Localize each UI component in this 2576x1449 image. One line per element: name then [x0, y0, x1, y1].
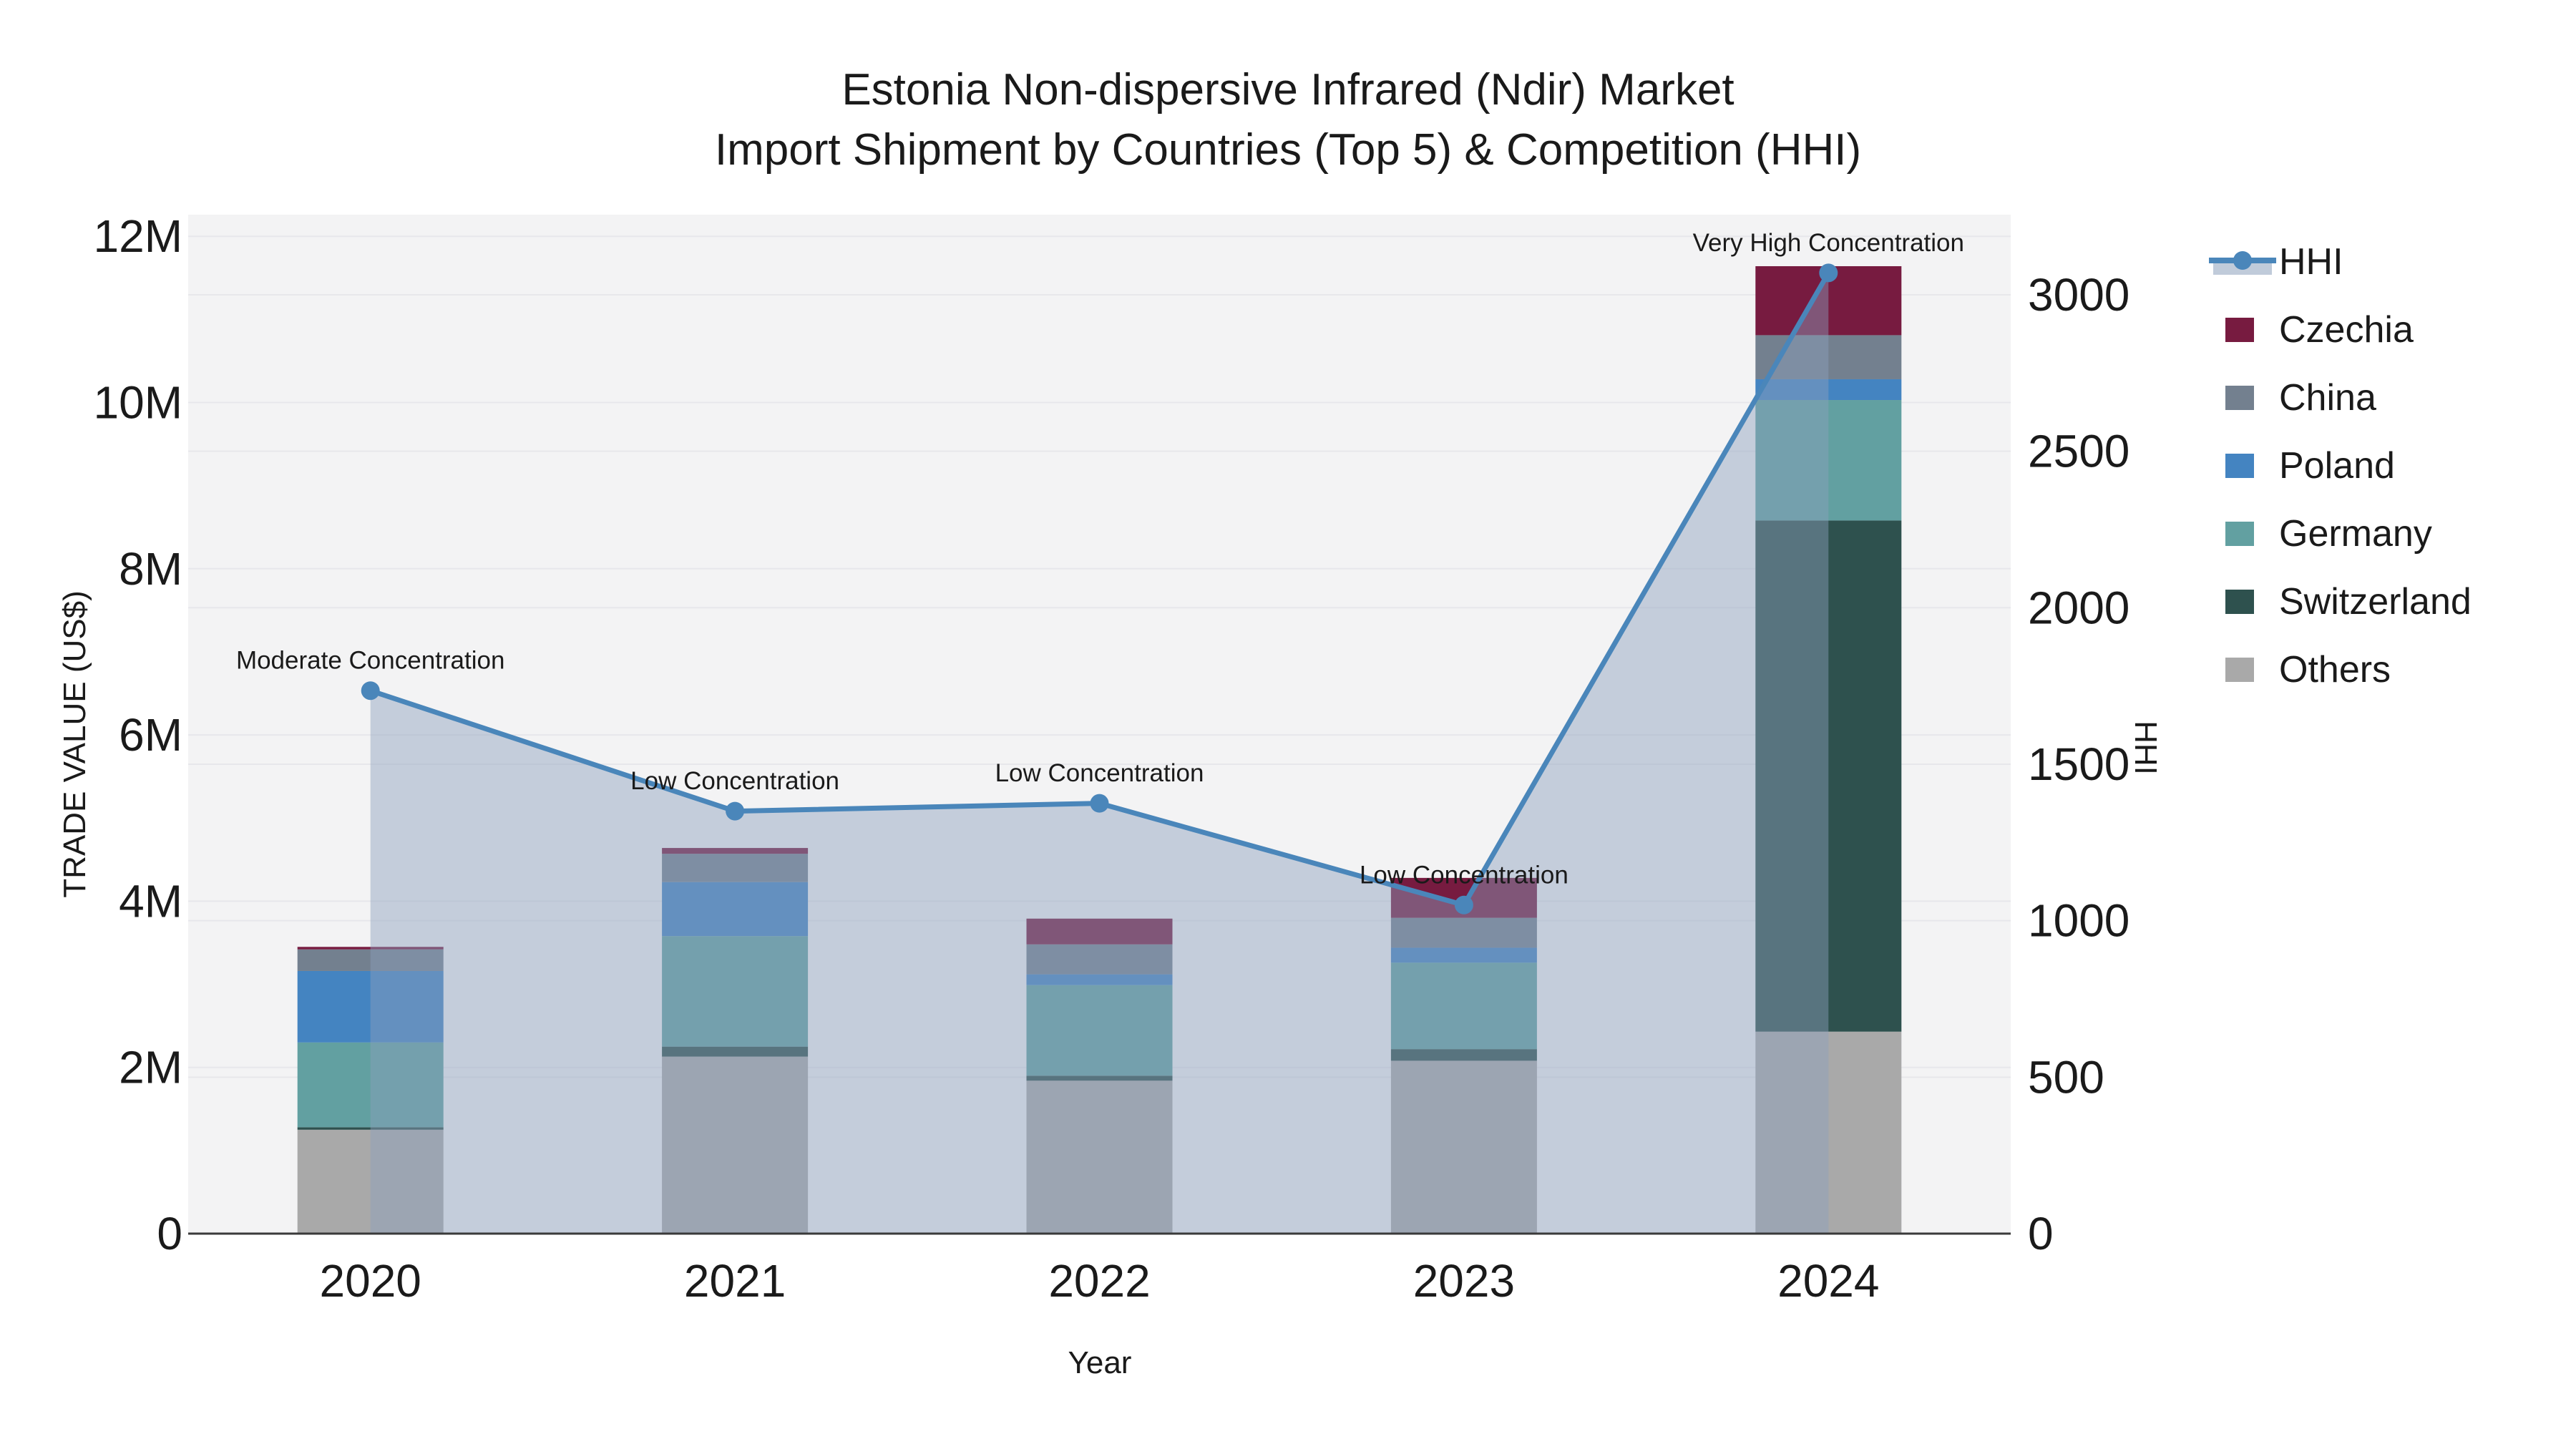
legend-item-hhi[interactable]: HHI — [2206, 228, 2472, 296]
legend-label: Czechia — [2279, 308, 2414, 351]
bar-segment-czechia-2021[interactable] — [662, 848, 809, 854]
hhi-marker-2021[interactable] — [726, 801, 745, 821]
bar-segment-others-2021[interactable] — [662, 1056, 809, 1234]
y-left-tick-4M: 4M — [119, 875, 182, 927]
legend-label: Poland — [2279, 444, 2395, 487]
y-right-tick-2500: 2500 — [2028, 426, 2129, 477]
x-tick-2022[interactable]: 2022 — [1048, 1255, 1150, 1307]
legend-item-poland[interactable]: Poland — [2206, 431, 2472, 499]
color-swatch-icon — [2225, 657, 2254, 682]
legend-label: Germany — [2279, 512, 2432, 555]
legend-item-switzerland[interactable]: Switzerland — [2206, 567, 2472, 635]
color-swatch-icon — [2225, 453, 2254, 478]
color-swatch-icon — [2225, 589, 2254, 614]
chart-title-line1: Estonia Non-dispersive Infrared (Ndir) M… — [841, 65, 1735, 114]
y-left-tick-0: 0 — [157, 1208, 182, 1259]
y-left-tick-10M: 10M — [94, 376, 183, 428]
y-right-tick-2000: 2000 — [2028, 582, 2129, 633]
bar-segment-switzerland-2024[interactable] — [1755, 520, 1902, 1032]
y-left-tick-8M: 8M — [119, 543, 182, 595]
bar-segment-germany-2024[interactable] — [1755, 400, 1902, 521]
legend-line-sample-icon — [2206, 246, 2279, 278]
y-right-tick-1000: 1000 — [2028, 895, 2129, 947]
hhi-marker-2022[interactable] — [1090, 794, 1109, 813]
y-axis-title-right: HHI — [2128, 721, 2163, 775]
annotation-2021: Low Concentration — [630, 767, 839, 795]
bar-segment-china-2020[interactable] — [297, 949, 444, 971]
bar-segment-poland-2022[interactable] — [1026, 974, 1173, 985]
annotation-2023: Low Concentration — [1360, 861, 1568, 889]
bar-segment-poland-2020[interactable] — [297, 970, 444, 1043]
x-tick-2023[interactable]: 2023 — [1413, 1255, 1515, 1307]
y-left-tick-2M: 2M — [119, 1042, 182, 1093]
legend-swatch-china — [2206, 382, 2279, 414]
legend-label: HHI — [2279, 240, 2343, 283]
legend-label: China — [2279, 376, 2376, 419]
x-axis-title: Year — [1068, 1345, 1132, 1380]
legend-swatch-others — [2206, 654, 2279, 686]
legend-item-czechia[interactable]: Czechia — [2206, 296, 2472, 364]
legend-swatch-czechia — [2206, 314, 2279, 346]
hhi-marker-2024[interactable] — [1819, 263, 1838, 283]
bar-segment-germany-2022[interactable] — [1026, 985, 1173, 1076]
hhi-marker-2020[interactable] — [361, 681, 380, 701]
legend-swatch-germany — [2206, 518, 2279, 550]
chart-title: Estonia Non-dispersive Infrared (Ndir) M… — [0, 60, 2576, 180]
y-left-tick-6M: 6M — [119, 709, 182, 761]
x-tick-2024[interactable]: 2024 — [1777, 1255, 1879, 1307]
legend-swatch-switzerland — [2206, 586, 2279, 618]
hhi-marker-2023[interactable] — [1454, 895, 1473, 914]
bar-segment-china-2023[interactable] — [1390, 917, 1537, 948]
x-tick-2020[interactable]: 2020 — [320, 1255, 421, 1307]
chart-title-line2: Import Shipment by Countries (Top 5) & C… — [714, 125, 1862, 175]
bar-segment-czechia-2022[interactable] — [1026, 918, 1173, 945]
bar-segment-germany-2021[interactable] — [662, 936, 809, 1047]
y-right-tick-0: 0 — [2028, 1208, 2054, 1259]
bar-segment-germany-2023[interactable] — [1390, 962, 1537, 1050]
x-tick-2021[interactable]: 2021 — [684, 1255, 786, 1307]
hhi-area-fill — [370, 273, 1829, 1234]
bar-segment-poland-2023[interactable] — [1390, 947, 1537, 963]
legend-label: Switzerland — [2279, 580, 2472, 623]
bar-segment-china-2021[interactable] — [662, 854, 809, 882]
bar-segment-china-2022[interactable] — [1026, 944, 1173, 975]
bar-segment-czechia-2020[interactable] — [297, 947, 444, 950]
bar-segment-others-2023[interactable] — [1390, 1060, 1537, 1234]
color-swatch-icon — [2225, 521, 2254, 546]
y-left-tick-12M: 12M — [94, 210, 183, 262]
bar-segment-others-2022[interactable] — [1026, 1080, 1173, 1234]
color-swatch-icon — [2225, 385, 2254, 410]
annotation-2024: Very High Concentration — [1693, 229, 1964, 257]
legend-item-germany[interactable]: Germany — [2206, 499, 2472, 567]
y-axis-title-left: TRADE VALUE (US$) — [57, 590, 92, 898]
legend-swatch-poland — [2206, 450, 2279, 482]
color-swatch-icon — [2225, 317, 2254, 342]
bar-segment-switzerland-2021[interactable] — [662, 1046, 809, 1057]
bar-segment-others-2024[interactable] — [1755, 1031, 1902, 1234]
legend: HHI Czechia China Poland Germany Switzerland O… — [2206, 228, 2472, 703]
bar-segment-others-2020[interactable] — [297, 1129, 444, 1234]
legend-item-others[interactable]: Others — [2206, 635, 2472, 703]
bar-segment-poland-2024[interactable] — [1755, 379, 1902, 401]
bar-segment-switzerland-2020[interactable] — [297, 1127, 444, 1130]
bar-segment-switzerland-2022[interactable] — [1026, 1075, 1173, 1081]
legend-label: Others — [2279, 648, 2391, 691]
legend-item-china[interactable]: China — [2206, 364, 2472, 431]
y-right-tick-500: 500 — [2028, 1051, 2104, 1103]
annotation-2022: Low Concentration — [995, 759, 1204, 787]
bar-segment-germany-2020[interactable] — [297, 1042, 444, 1128]
annotation-2020: Moderate Concentration — [236, 647, 505, 675]
y-right-tick-1500: 1500 — [2028, 738, 2129, 790]
bar-segment-poland-2021[interactable] — [662, 882, 809, 937]
bar-segment-switzerland-2023[interactable] — [1390, 1049, 1537, 1061]
y-right-tick-3000: 3000 — [2028, 269, 2129, 321]
